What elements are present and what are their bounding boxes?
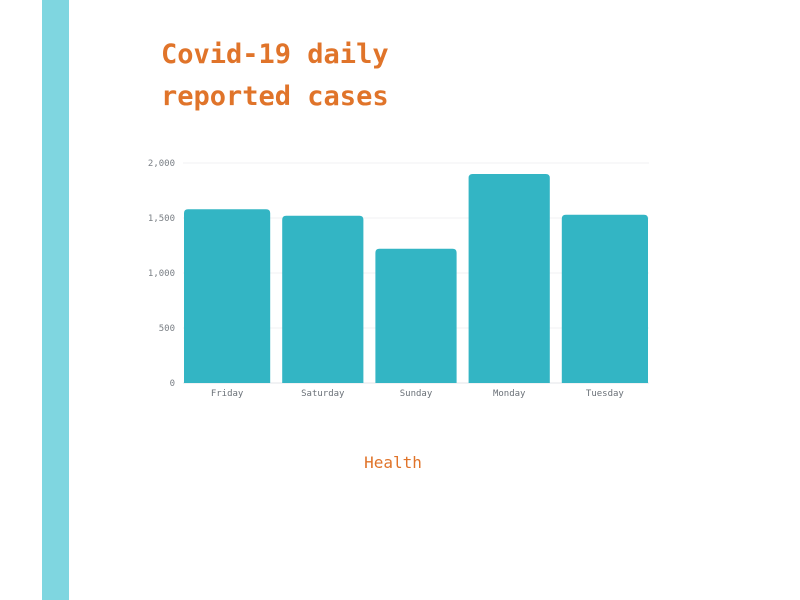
chart-title: Covid-19 daily reported cases bbox=[161, 39, 389, 112]
x-tick-label: Sunday bbox=[400, 389, 433, 399]
bar-monday bbox=[468, 174, 550, 383]
y-tick-label: 500 bbox=[159, 324, 175, 334]
bar-friday bbox=[184, 209, 271, 383]
x-tick-label: Monday bbox=[493, 389, 526, 399]
bar-sunday bbox=[375, 248, 457, 383]
y-tick-label: 2,000 bbox=[148, 159, 175, 169]
bar-tuesday bbox=[561, 214, 648, 383]
y-tick-label: 1,500 bbox=[148, 214, 175, 224]
bars bbox=[184, 174, 648, 383]
x-tick-label: Friday bbox=[211, 389, 244, 399]
x-tick-label: Saturday bbox=[301, 389, 345, 399]
bar-saturday bbox=[282, 215, 364, 383]
y-axis: 0 500 1,000 1,500 2,000 bbox=[148, 159, 175, 389]
y-tick-label: 0 bbox=[170, 379, 175, 389]
side-stripe bbox=[42, 0, 69, 600]
x-axis: Friday Saturday Sunday Monday Tuesday bbox=[211, 389, 625, 399]
y-tick-label: 1,000 bbox=[148, 269, 175, 279]
x-tick-label: Tuesday bbox=[586, 389, 625, 399]
footer-category-label: Health bbox=[364, 453, 422, 472]
